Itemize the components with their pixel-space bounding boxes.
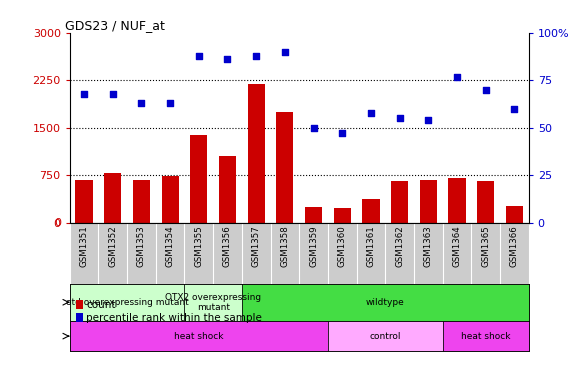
Text: GSM1359: GSM1359 <box>309 226 318 267</box>
Point <box>510 106 519 112</box>
Text: GDS23 / NUF_at: GDS23 / NUF_at <box>65 19 165 32</box>
Bar <box>443 321 529 351</box>
Text: GSM1363: GSM1363 <box>424 226 433 268</box>
Bar <box>70 284 185 321</box>
Bar <box>305 207 322 223</box>
Point <box>453 74 462 79</box>
Bar <box>190 135 207 223</box>
Text: count: count <box>86 300 116 310</box>
Point <box>252 53 261 59</box>
Point <box>223 57 232 63</box>
Bar <box>391 181 408 223</box>
Text: OTX2 overexpressing
mutant: OTX2 overexpressing mutant <box>165 292 261 312</box>
Text: 0: 0 <box>55 218 62 228</box>
Bar <box>104 173 121 223</box>
Text: GSM1351: GSM1351 <box>80 226 88 268</box>
Point <box>424 117 433 123</box>
Bar <box>76 180 92 223</box>
Point <box>80 91 89 97</box>
Text: wildtype: wildtype <box>366 298 404 307</box>
Point <box>137 100 146 106</box>
Point <box>366 110 375 116</box>
Point <box>309 125 318 131</box>
Bar <box>242 284 529 321</box>
Text: GSM1360: GSM1360 <box>338 226 347 268</box>
Bar <box>363 199 379 223</box>
Text: heat shock: heat shock <box>461 332 511 341</box>
Text: GSM1358: GSM1358 <box>281 226 289 268</box>
Point <box>338 131 347 137</box>
Bar <box>505 206 523 223</box>
Text: GSM1365: GSM1365 <box>481 226 490 268</box>
Point <box>280 49 289 55</box>
Text: percentile rank within the sample: percentile rank within the sample <box>86 313 262 323</box>
Text: GSM1362: GSM1362 <box>395 226 404 268</box>
Text: GSM1366: GSM1366 <box>510 226 519 268</box>
Point <box>395 115 404 121</box>
Text: GSM1357: GSM1357 <box>252 226 261 268</box>
Point <box>194 53 203 59</box>
Bar <box>333 208 351 223</box>
Text: GSM1356: GSM1356 <box>223 226 232 268</box>
Text: GSM1355: GSM1355 <box>194 226 203 268</box>
Text: otd overexpressing mutant: otd overexpressing mutant <box>66 298 188 307</box>
Bar <box>419 180 437 223</box>
Text: heat shock: heat shock <box>174 332 224 341</box>
Text: GSM1364: GSM1364 <box>453 226 461 268</box>
Text: GSM1361: GSM1361 <box>367 226 375 268</box>
Bar <box>449 178 465 223</box>
Bar <box>70 321 328 351</box>
Bar <box>162 176 179 223</box>
Bar <box>248 83 265 223</box>
Point <box>481 87 490 93</box>
Text: control: control <box>370 332 401 341</box>
Bar <box>185 284 242 321</box>
Bar <box>277 112 293 223</box>
Bar <box>219 156 236 223</box>
Point <box>166 100 175 106</box>
Bar <box>133 180 150 223</box>
Point <box>108 91 117 97</box>
Text: GSM1353: GSM1353 <box>137 226 146 268</box>
Text: GSM1354: GSM1354 <box>166 226 175 268</box>
Bar <box>328 321 443 351</box>
Text: GSM1352: GSM1352 <box>108 226 117 268</box>
Bar <box>477 181 494 223</box>
